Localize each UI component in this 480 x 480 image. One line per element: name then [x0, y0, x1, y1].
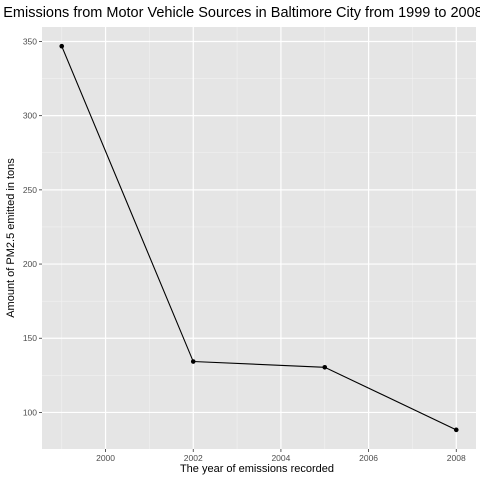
y-tick-label: 250: [23, 185, 37, 195]
y-tick-label: 100: [23, 407, 37, 417]
x-tick-label: 2002: [184, 453, 203, 463]
x-axis-label: The year of emissions recorded: [180, 463, 334, 475]
y-tick-label: 150: [23, 333, 37, 343]
y-tick-label: 300: [23, 111, 37, 121]
chart-title: Emissions from Motor Vehicle Sources in …: [3, 5, 480, 21]
y-axis-label: Amount of PM2.5 emitted in tons: [5, 158, 17, 318]
data-point: [59, 43, 65, 49]
data-points: [59, 43, 459, 433]
major-gridlines: [42, 27, 476, 449]
plot-panel: [42, 27, 476, 449]
y-tick-label: 350: [23, 36, 37, 46]
minor-gridlines: [42, 27, 476, 449]
data-point: [322, 364, 328, 370]
x-tick-label: 2006: [359, 453, 378, 463]
x-tick-label: 2004: [271, 453, 290, 463]
x-axis-ticks: 2000 2002 2004 2006 2008: [96, 449, 466, 463]
x-tick-label: 2008: [447, 453, 466, 463]
emissions-series-line: [61, 45, 457, 431]
y-axis-ticks: 100 150 200 250 300 350: [23, 36, 42, 417]
x-tick-label: 2000: [96, 453, 115, 463]
y-tick-label: 200: [23, 259, 37, 269]
data-point: [453, 427, 459, 433]
data-point: [190, 359, 196, 364]
